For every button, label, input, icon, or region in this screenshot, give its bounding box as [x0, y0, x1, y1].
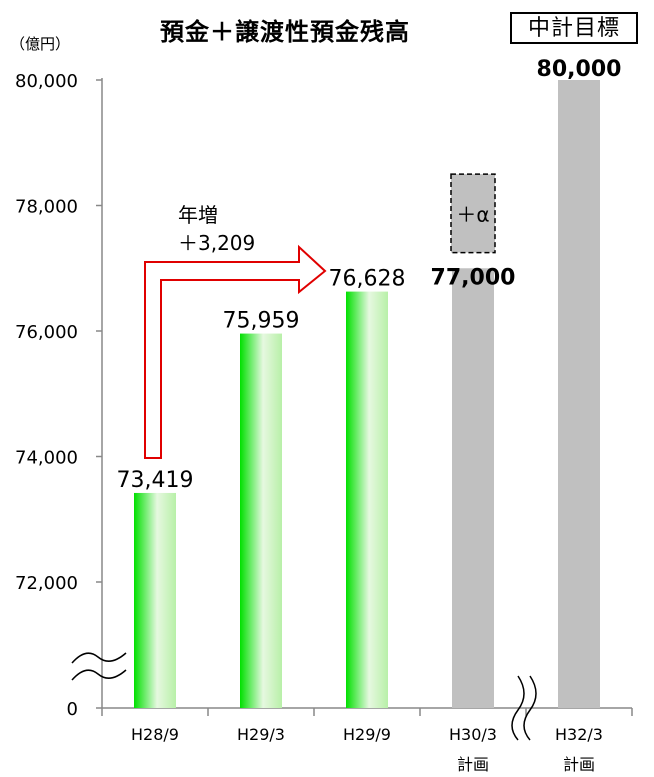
actual-bar	[134, 492, 176, 708]
x-tick-sublabel: 計画	[457, 755, 489, 774]
x-tick-label: H28/9	[131, 725, 179, 744]
bar-value-label: 77,000	[431, 266, 516, 291]
bar-value-label: 80,000	[537, 57, 622, 82]
alpha-label: ＋α	[456, 202, 489, 226]
x-axis-break-icon	[523, 675, 537, 741]
y-tick-label: 76,000	[15, 322, 78, 343]
x-tick-label: H29/3	[237, 725, 285, 744]
y-tick-label: 72,000	[15, 573, 78, 594]
y-axis-break-icon	[71, 669, 127, 681]
bar-value-label: 75,959	[223, 309, 300, 334]
plan-bar	[452, 268, 494, 708]
x-tick-label: H30/3	[449, 725, 497, 744]
chart-title: 預金＋譲渡性預金残高	[160, 18, 410, 46]
x-axis-break-icon	[511, 675, 525, 741]
y-tick-label: 78,000	[15, 197, 78, 218]
plan-bar	[558, 80, 600, 708]
y-axis-break-icon	[71, 652, 127, 664]
y-tick-label: 80,000	[15, 71, 78, 92]
alpha-extension-box	[450, 173, 496, 254]
x-tick-label: H32/3	[555, 725, 603, 744]
x-tick-sublabel: 計画	[563, 755, 595, 774]
actual-bar	[346, 291, 388, 708]
unit-label: （億円）	[10, 35, 71, 53]
growth-arrow	[144, 244, 327, 459]
bar-value-label: 76,628	[329, 267, 406, 292]
y-tick-label: 0	[67, 699, 78, 720]
y-tick-label: 74,000	[15, 448, 78, 469]
target-box: 中計目標	[510, 12, 638, 44]
bar-value-label: 73,419	[117, 468, 194, 493]
growth-annotation-line1: 年増	[178, 203, 218, 227]
actual-bar	[240, 333, 282, 708]
growth-annotation-line2: ＋3,209	[178, 231, 255, 255]
x-tick-label: H29/9	[343, 725, 391, 744]
